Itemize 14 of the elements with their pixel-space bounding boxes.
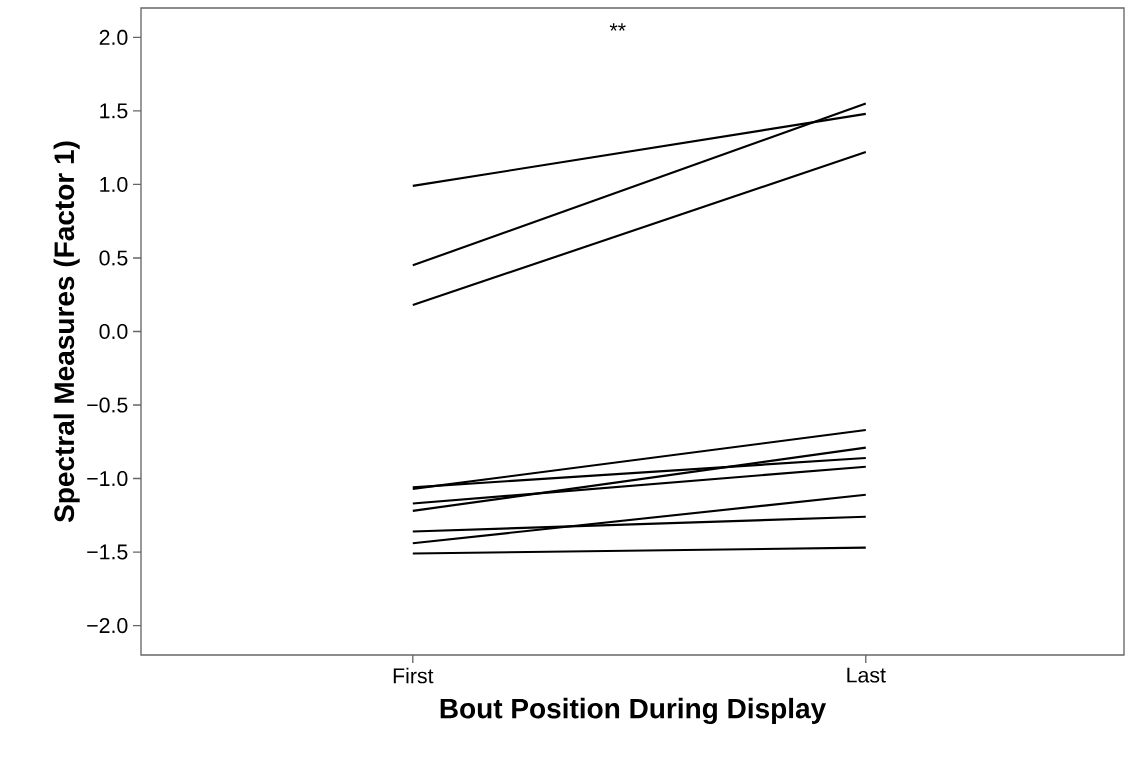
y-tick-label: 1.0 (100, 176, 128, 192)
y-tick-label: 1.5 (100, 103, 128, 119)
y-tick-label: −0.5 (87, 397, 128, 413)
x-axis-title: Bout Position During Display (440, 697, 827, 725)
annotation: ** (609, 23, 626, 31)
y-axis-title: Spectral Measures (Factor 1) (53, 141, 80, 523)
y-tick-label: 0.0 (99, 323, 128, 340)
y-tick-label: −1.0 (87, 470, 128, 487)
y-tick-label: 2.0 (99, 29, 128, 45)
y-tick-label: −1.5 (87, 544, 128, 560)
x-tick-label: Last (847, 667, 886, 683)
x-tick-label: First (393, 667, 434, 684)
y-tick-label: −2.0 (87, 618, 128, 634)
y-tick-label: 0.5 (99, 250, 128, 266)
